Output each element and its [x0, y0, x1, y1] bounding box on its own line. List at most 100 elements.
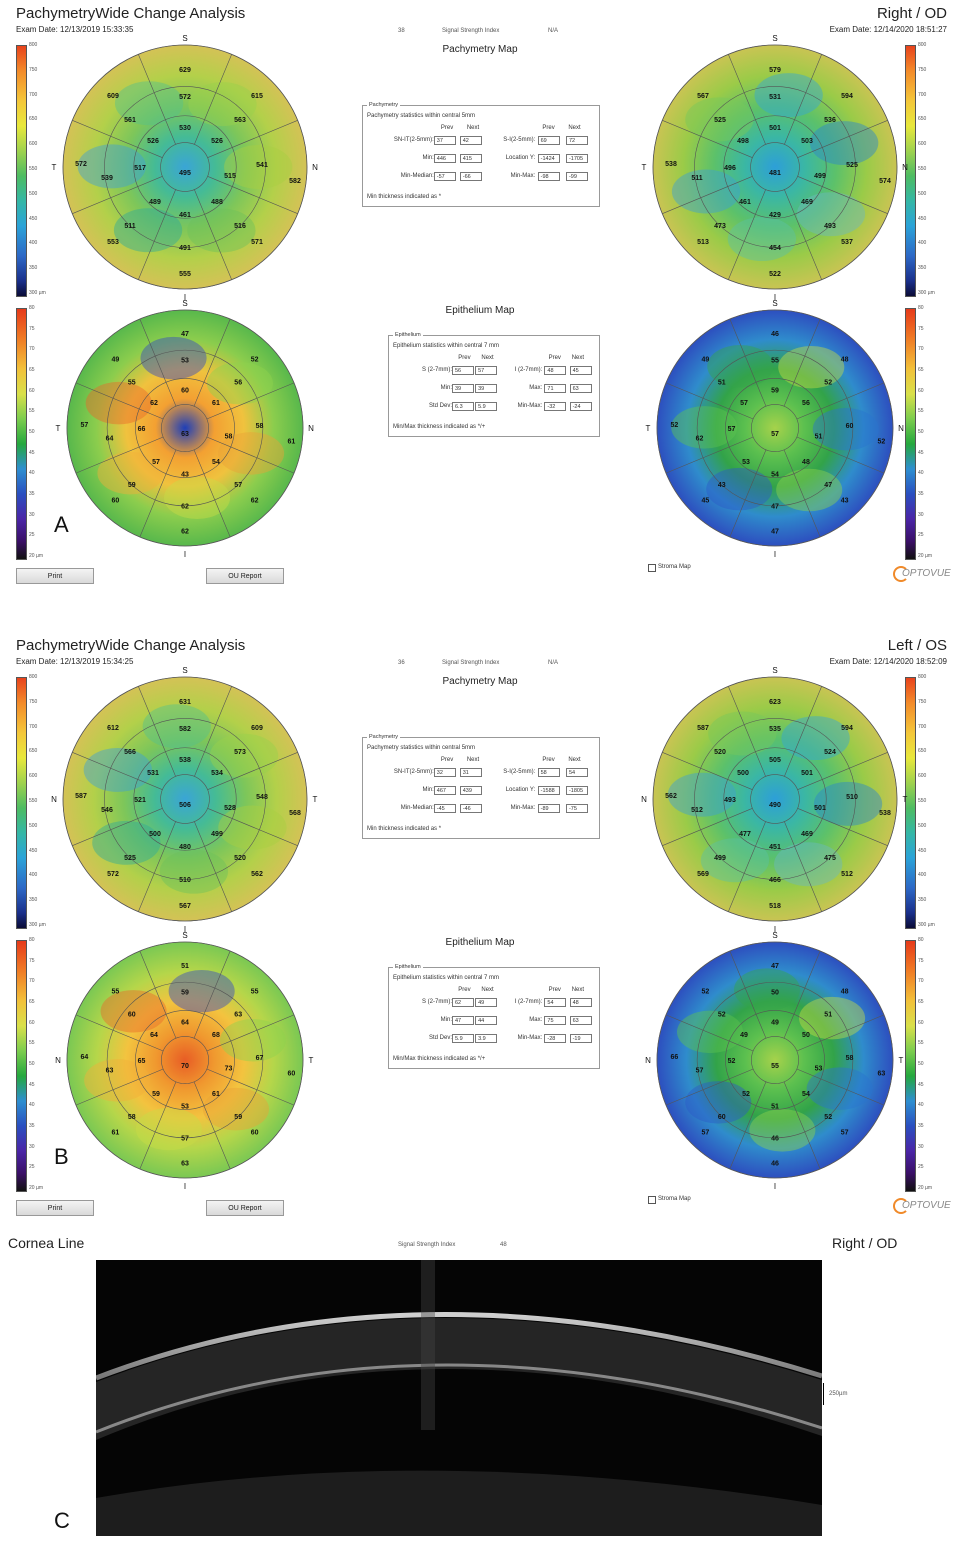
pachy-sector-value: 526	[147, 138, 159, 145]
scale-tick-label: 80	[918, 305, 924, 311]
stat-next-value: 439	[459, 786, 482, 795]
epi-color-scale	[905, 940, 916, 1192]
epi-sector-value: 51	[815, 434, 823, 441]
stat-prev-value: 5.9	[452, 1034, 474, 1043]
epi-sector-value: 57	[771, 431, 779, 438]
epi-sector-value: 48	[802, 459, 810, 466]
scale-tick-label: 35	[29, 491, 35, 497]
stat-next-value: -66	[459, 172, 482, 181]
stat-label: S (2-7mm):	[422, 999, 452, 1005]
pachy-color-scale	[16, 45, 27, 297]
print-button[interactable]: Print	[16, 568, 94, 584]
pachy-sector-value: 609	[107, 93, 119, 100]
stat-next-value: 415	[459, 154, 482, 163]
pachy-map-prev: 629 609 615 572 561 563 530 526 526 572 517 539 495 5…	[52, 34, 319, 302]
scale-tick-label: 500	[918, 190, 927, 197]
scale-tick-label: 800	[29, 42, 38, 48]
scale-tick-label: 750	[918, 698, 927, 705]
direction-top: S	[182, 34, 187, 43]
stat-next-value: 3.9	[475, 1034, 498, 1043]
epi-sector-value: 63	[181, 1161, 189, 1168]
scale-tick-label: 300 µm	[29, 922, 46, 928]
stat-prev-value: 48	[544, 366, 567, 375]
epi-sector-value: 57	[841, 1130, 849, 1137]
pachy-sector-value: 518	[769, 903, 781, 910]
stat-label: I (2-7mm):	[514, 367, 543, 373]
scale-bar	[823, 1383, 824, 1405]
epi-sector-value: 52	[728, 1058, 736, 1065]
epi-sector-value: 56	[802, 400, 810, 407]
stat-label: Max:	[529, 385, 543, 391]
epi-sector-value: 51	[771, 1103, 779, 1110]
pachy-sector-value: 579	[769, 67, 781, 74]
pachy-sector-value: 594	[841, 725, 853, 732]
scale-tick-label: 45	[29, 1081, 35, 1088]
pachy-sector-value: 582	[179, 726, 191, 733]
epi-sector-value: 46	[771, 1161, 779, 1168]
epi-sector-value: 64	[150, 1032, 158, 1039]
epi-sector-value: 53	[181, 357, 189, 364]
pachy-sector-value: 571	[251, 239, 263, 246]
pachy-sector-value: 461	[179, 212, 191, 219]
scale-tick-label: 300 µm	[918, 290, 935, 296]
scale-tick-label: 50	[918, 429, 924, 435]
scale-tick-label: 800	[918, 674, 927, 680]
stat-prev-value: 69	[537, 136, 560, 145]
next-header: Next	[466, 757, 480, 763]
stroma-map-checkbox[interactable]	[648, 1196, 656, 1204]
epi-color-scale	[905, 308, 916, 560]
scale-tick-label: 80	[918, 937, 924, 943]
panel-letter: A	[54, 512, 69, 537]
epi-sector-value: 49	[771, 1019, 779, 1026]
ou-report-button[interactable]: OU Report	[206, 1200, 284, 1216]
stat-prev-value: 75	[544, 1016, 567, 1025]
epi-map-prev: 47 49 52 53 55 56 60 62 61 57 66 64 63 58 58 61 57 54 43 59…	[56, 299, 315, 559]
epi-sector-value: 50	[802, 1032, 810, 1039]
prev-header: Prev	[542, 125, 555, 131]
stat-prev-value: -1588	[537, 786, 560, 795]
epi-sector-value: 54	[771, 471, 779, 478]
stat-next-value: -19	[569, 1034, 592, 1043]
pachy-sector-value: 511	[124, 223, 135, 230]
direction-left: T	[56, 424, 61, 433]
pachy-sector-value: 587	[75, 793, 87, 800]
scale-tick-label: 400	[918, 872, 927, 879]
ssi-next: N/A	[548, 28, 559, 34]
print-button[interactable]: Print	[16, 1200, 94, 1216]
ou-report-button[interactable]: OU Report	[206, 568, 284, 584]
stroma-map-checkbox[interactable]	[648, 564, 656, 572]
epi-sector-value: 52	[824, 1114, 832, 1121]
epi-sector-value: 57	[728, 426, 736, 433]
pachy-sector-value: 539	[101, 175, 113, 182]
scale-tick-label: 800	[29, 674, 38, 680]
scale-tick-label: 50	[29, 429, 35, 435]
stat-next-value: 42	[459, 136, 482, 145]
stat-prev-value: -45	[433, 804, 456, 813]
analysis-title: PachymetryWide Change Analysis	[16, 5, 246, 22]
scale-tick-label: 400	[29, 872, 38, 879]
stat-prev-value: -98	[537, 172, 560, 181]
stat-prev-value: 6.3	[452, 402, 474, 411]
epi-sector-value: 55	[251, 988, 259, 995]
scale-tick-label: 400	[918, 240, 927, 247]
stat-label: Min-Max:	[517, 1035, 543, 1041]
stat-next-value: 63	[569, 1016, 592, 1025]
epi-sector-value: 53	[815, 1066, 823, 1073]
pachy-sector-value: 490	[769, 802, 781, 809]
stat-next-value: 44	[475, 1016, 498, 1025]
stat-prev-value: 47	[452, 1016, 474, 1025]
epi-sector-value: 43	[181, 471, 189, 478]
scale-tick-label: 50	[918, 1061, 924, 1067]
epi-sector-value: 59	[234, 1114, 242, 1121]
scale-tick-label: 20 µm	[918, 1185, 932, 1191]
epi-sector-value: 57	[701, 1130, 709, 1137]
scale-tick-label: 50	[29, 1061, 35, 1067]
pachy-sector-value: 515	[224, 173, 236, 180]
pachy-sector-value: 510	[846, 794, 858, 801]
scale-tick-label: 25	[918, 1164, 924, 1171]
epi-sector-value: 59	[152, 1091, 160, 1098]
epi-sector-value: 47	[771, 503, 779, 510]
pachy-sector-value: 582	[289, 178, 301, 185]
stat-label: SN-IT(2-5mm):	[393, 769, 434, 775]
epi-map-prev: 51 55 55 59 60 63 64 64 68 64 65 63 70 73 67 60 59 61 53 58…	[55, 931, 313, 1191]
